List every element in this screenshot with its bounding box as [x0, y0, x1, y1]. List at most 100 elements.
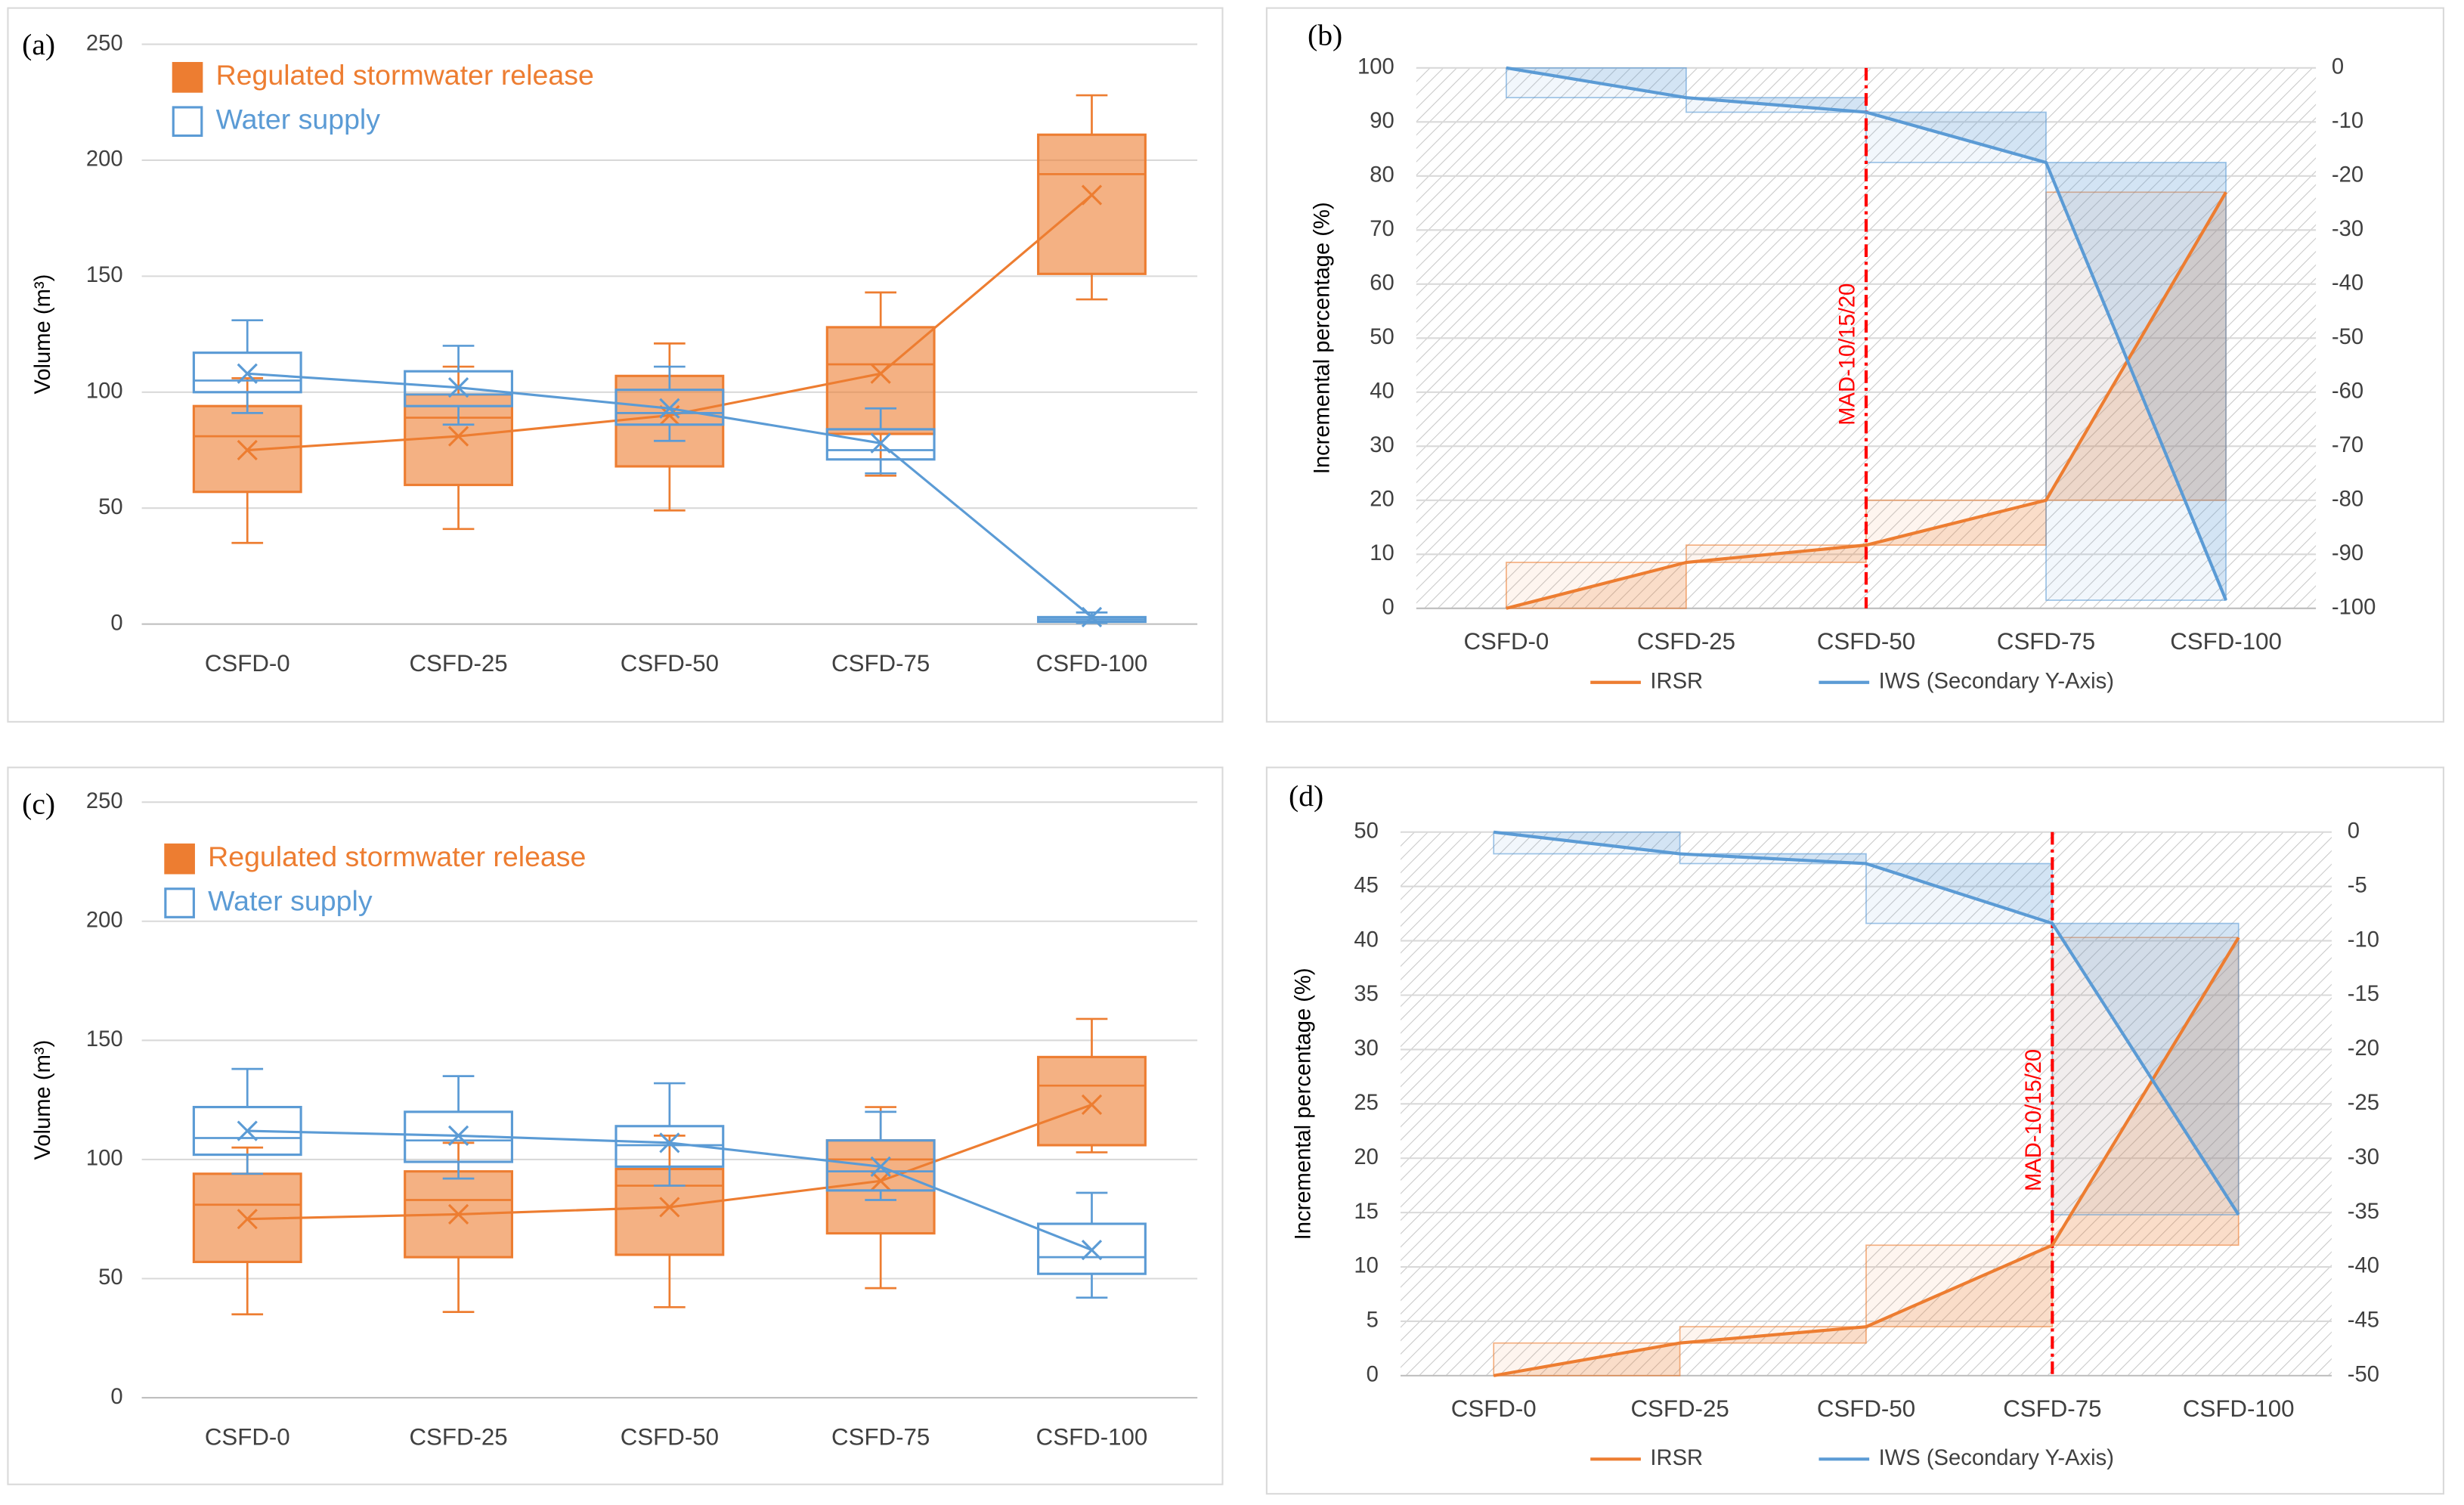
mean-marker [1081, 1240, 1103, 1261]
panel-label: (b) [1308, 18, 1342, 51]
legend-label: Regulated stormwater release [216, 59, 594, 91]
y-tick-label: 70 [1370, 217, 1394, 241]
y2-tick-label: 0 [2332, 55, 2344, 79]
x-tick-label: CSFD-100 [2170, 628, 2282, 655]
y-axis-title: Incremental percentage (%) [1311, 202, 1335, 474]
legend-swatch [164, 843, 195, 875]
y2-tick-label: -5 [2348, 873, 2367, 897]
increment-area [1494, 1342, 1680, 1376]
y-tick-label: 90 [1370, 109, 1394, 133]
x-tick-label: CSFD-50 [1817, 628, 1915, 655]
y-tick-label: 40 [1354, 927, 1378, 952]
y-tick-label: 0 [110, 611, 122, 635]
panel-label: (c) [22, 788, 55, 821]
x-tick-label: CSFD-0 [1451, 1395, 1537, 1422]
y-tick-label: 0 [1367, 1363, 1379, 1387]
x-tick-label: CSFD-100 [1036, 650, 1148, 677]
y2-tick-label: -45 [2348, 1308, 2379, 1333]
y-tick-label: 80 [1370, 163, 1394, 187]
mean-marker [870, 363, 891, 384]
y-tick-label: 60 [1370, 271, 1394, 296]
legend-label: IRSR [1650, 669, 1703, 693]
legend-label: IRSR [1650, 1446, 1703, 1470]
series-line [1493, 937, 2240, 1377]
y-tick-label: 150 [86, 1027, 123, 1051]
y-tick-label: 25 [1354, 1091, 1378, 1115]
y-tick-label: 35 [1354, 982, 1378, 1006]
x-tick-label: CSFD-25 [1630, 1395, 1729, 1422]
y-tick-label: 20 [1370, 487, 1394, 511]
mean-marker [447, 1203, 469, 1225]
series-line [1506, 66, 2227, 601]
y2-tick-label: -30 [2348, 1145, 2379, 1169]
y2-tick-label: -15 [2348, 982, 2379, 1006]
y-tick-label: 250 [86, 789, 123, 813]
x-tick-label: CSFD-100 [2183, 1395, 2295, 1422]
mean-marker [659, 1197, 680, 1218]
legend-label: IWS (Secondary Y-Axis) [1879, 669, 2114, 693]
mean-marker [870, 1170, 891, 1191]
y-tick-label: 40 [1370, 379, 1394, 404]
y2-tick-label: -50 [2332, 325, 2363, 349]
mean-marker [870, 432, 891, 454]
y-tick-label: 15 [1354, 1200, 1378, 1224]
box [825, 1139, 936, 1192]
y-tick-label: 50 [98, 1265, 122, 1290]
box [825, 1139, 936, 1235]
box [192, 351, 302, 394]
y-axis-title: Volume (m³) [31, 274, 55, 395]
y2-tick-label: -30 [2332, 217, 2363, 241]
y-tick-label: 45 [1354, 873, 1378, 897]
increment-area [1494, 831, 1680, 854]
y2-tick-label: -90 [2332, 541, 2363, 565]
series-line [1493, 830, 2240, 1216]
box [404, 370, 513, 407]
y2-tick-label: -50 [2348, 1363, 2379, 1387]
legend-swatch [172, 106, 203, 138]
mean-marker [237, 363, 258, 384]
y-tick-label: 250 [86, 31, 123, 55]
mean-marker [1081, 1094, 1103, 1116]
y2-tick-label: 0 [2348, 819, 2360, 843]
x-tick-label: CSFD-50 [1817, 1395, 1915, 1422]
legend-label: Regulated stormwater release [208, 841, 586, 872]
panel-label: (a) [22, 28, 55, 61]
box [1037, 1222, 1147, 1275]
legend-label: Water supply [208, 884, 373, 916]
x-tick-label: CSFD-75 [831, 1424, 930, 1451]
legend-label: Water supply [216, 104, 381, 135]
y2-tick-label: -70 [2332, 433, 2363, 457]
y2-tick-label: -35 [2348, 1200, 2379, 1224]
y-axis-title: Incremental percentage (%) [1292, 968, 1316, 1240]
y-tick-label: 10 [1354, 1254, 1378, 1278]
y-tick-label: 50 [1354, 819, 1378, 843]
box [614, 389, 725, 426]
y-tick-label: 30 [1370, 433, 1394, 457]
y-tick-label: 200 [86, 147, 123, 172]
mean-marker [659, 1132, 680, 1154]
mean-marker [870, 1156, 891, 1177]
y-tick-label: 30 [1354, 1036, 1378, 1061]
annotation-label: MAD-10/15/20 [2022, 1049, 2046, 1191]
y2-tick-label: -20 [2332, 163, 2363, 187]
y2-tick-label: -60 [2332, 379, 2363, 404]
mean-marker [237, 1120, 258, 1141]
box [825, 428, 936, 461]
box [1037, 133, 1147, 275]
y-tick-label: 200 [86, 908, 123, 932]
y2-tick-label: -100 [2332, 595, 2376, 619]
x-tick-label: CSFD-50 [621, 1424, 719, 1451]
mean-marker [447, 426, 469, 447]
mean-marker [447, 1125, 469, 1146]
y-tick-label: 50 [98, 495, 122, 519]
y-tick-label: 100 [86, 379, 123, 404]
x-tick-label: CSFD-25 [1637, 628, 1735, 655]
y-tick-label: 0 [110, 1385, 122, 1409]
box [614, 1125, 725, 1168]
y-axis-title: Volume (m³) [31, 1040, 55, 1160]
x-tick-label: CSFD-75 [2003, 1395, 2101, 1422]
y2-tick-label: -20 [2348, 1036, 2379, 1061]
panel-label: (d) [1289, 779, 1323, 813]
box [1037, 1055, 1147, 1147]
